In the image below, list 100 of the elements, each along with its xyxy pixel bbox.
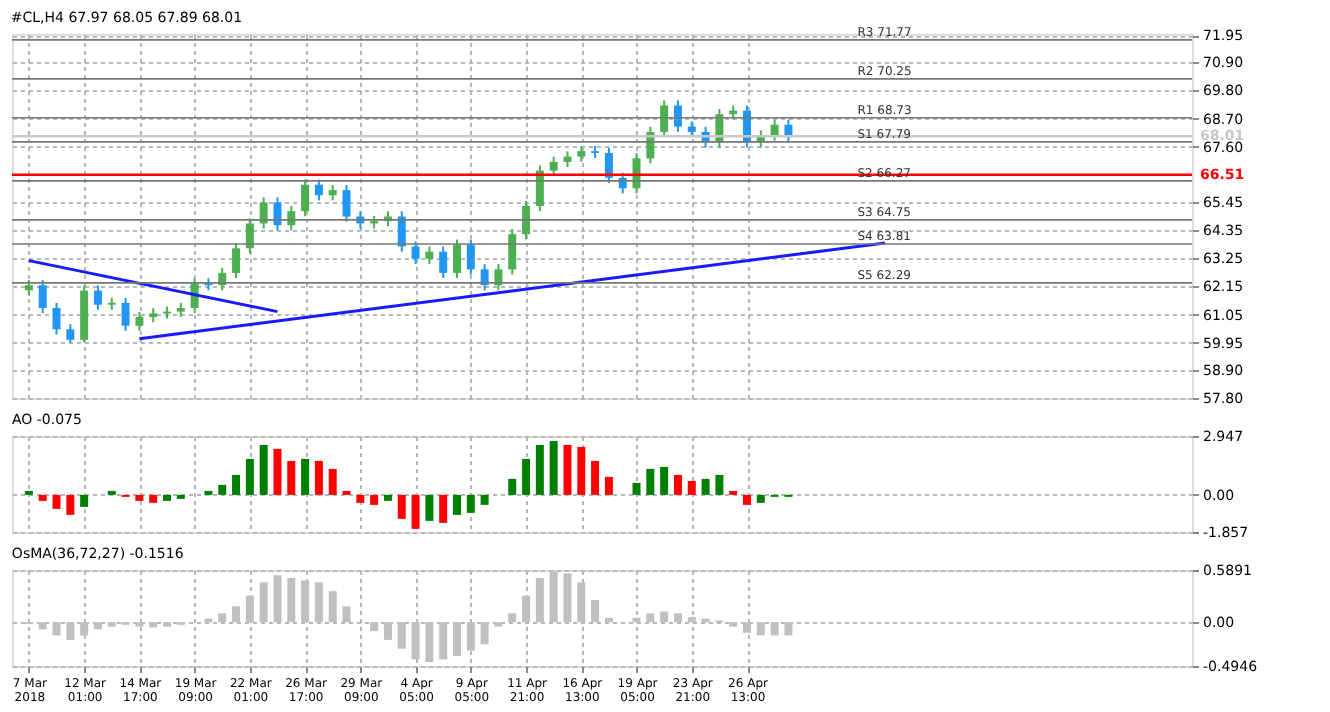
candlestick [259,196,268,230]
candlestick [439,245,448,280]
bar [66,622,75,640]
bar [480,494,489,505]
bar [646,468,655,495]
bar [743,622,751,633]
bar [508,478,517,495]
candlestick [52,301,61,336]
candlestick [549,155,558,177]
bar [770,622,779,636]
bar [245,458,254,495]
bar [370,622,379,632]
bar [743,494,751,505]
candlestick [508,228,517,276]
candlestick [121,296,130,332]
bar [439,494,448,523]
candlestick [93,284,102,311]
bar [632,482,641,495]
candlestick [466,238,475,276]
bar [522,595,531,623]
candlestick [66,323,75,344]
bar [356,494,365,503]
bar [245,595,254,623]
bar [549,440,558,495]
bar [411,494,420,529]
candlestick [770,118,779,142]
bar [52,622,61,636]
bar [314,460,323,495]
bar [93,622,102,630]
bar [149,494,158,503]
candlestick [135,310,144,332]
bar [604,617,613,623]
bar [563,573,572,623]
bar [591,460,600,495]
bar [135,494,144,501]
bar [232,606,241,623]
bar [508,613,517,623]
bar [259,444,268,495]
bar [535,577,544,623]
bar [383,622,392,640]
candlestick [314,178,323,202]
bar [52,494,61,509]
bar [149,622,158,628]
bar [328,591,337,623]
bar [301,458,310,495]
candlestick [660,99,669,139]
bar [273,575,282,623]
bar [687,480,696,495]
bar [715,474,724,495]
bar [535,444,544,495]
bar [756,622,765,636]
bar [784,622,793,636]
bar [687,616,696,623]
candlestick [453,238,461,280]
bar [577,446,586,495]
bar [673,613,682,623]
bar [660,466,669,495]
candlestick [411,240,420,265]
bar [466,622,475,651]
bar [259,582,268,623]
bar [425,494,434,521]
bar [673,474,682,495]
bar [80,622,89,636]
bar [453,622,461,656]
bar [370,494,379,505]
bar [756,494,765,503]
bar [232,474,241,495]
bar [411,622,420,660]
bar [425,622,434,663]
bar [397,622,406,649]
bar [646,613,655,623]
bar [563,444,572,495]
candlestick [673,99,682,133]
candlestick [38,279,47,315]
candlestick [273,196,282,232]
bar [273,448,282,495]
bar [701,478,710,495]
bar [163,494,171,501]
bar [466,494,475,513]
bar [218,484,227,495]
candlestick [245,217,254,255]
bar [301,580,310,623]
bar [522,458,531,495]
candlestick [522,199,531,241]
bar [660,611,669,623]
candlestick [301,178,310,218]
bar [591,600,600,623]
candlestick [604,146,613,184]
bar [342,606,351,623]
bar [38,622,47,630]
bar [287,460,296,495]
bar [577,582,586,623]
bar [66,494,75,515]
bar [80,494,89,507]
bar [397,494,406,519]
bar [314,582,323,623]
bar [480,622,489,645]
bar [604,476,613,495]
bar [632,617,641,623]
bar [439,622,448,660]
